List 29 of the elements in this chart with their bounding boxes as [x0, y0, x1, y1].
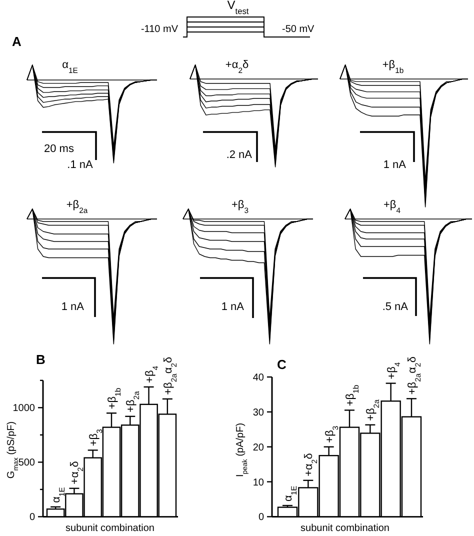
- y-tick-label: 1000: [12, 403, 36, 414]
- y-tick-label: 0: [29, 512, 36, 524]
- chart-title: α$_{1E}$: [62, 59, 78, 74]
- text: -50 mV: [282, 24, 315, 35]
- annotation: .5 nA: [382, 301, 409, 313]
- x-axis-title: subunit combination: [66, 523, 154, 534]
- text: A: [12, 34, 22, 49]
- y-tick-label: 40: [252, 372, 264, 384]
- chart-title: +β$_{4}$: [383, 199, 402, 214]
- y-tick-label: 0: [258, 512, 264, 524]
- annotation: 1 nA: [221, 301, 245, 313]
- y-tick-label: 20: [252, 442, 264, 454]
- y-tick-label: 500: [18, 458, 36, 469]
- chart-title: +β$_{3}$: [231, 199, 249, 214]
- y-tick-label: 30: [252, 407, 264, 418]
- annotation: 20 ms: [44, 143, 74, 155]
- chart-title: +β$_{1b}$: [382, 59, 404, 74]
- annotation: 1 nA: [383, 159, 407, 171]
- x-axis-title: subunit combination: [300, 523, 390, 534]
- text: -110 mV: [140, 24, 178, 35]
- annotation: .2 nA: [226, 149, 253, 161]
- text: V$_{test}$: [227, 0, 250, 16]
- chart-title: C: [277, 357, 287, 372]
- chart-title: B: [36, 352, 46, 367]
- annotation: .1 nA: [67, 159, 94, 171]
- annotation: 1 nA: [61, 301, 85, 313]
- chart-title: +α$_{2}$δ: [225, 59, 249, 74]
- y-tick-label: 10: [252, 477, 264, 488]
- chart-title: +β$_{2a}$: [66, 199, 88, 214]
